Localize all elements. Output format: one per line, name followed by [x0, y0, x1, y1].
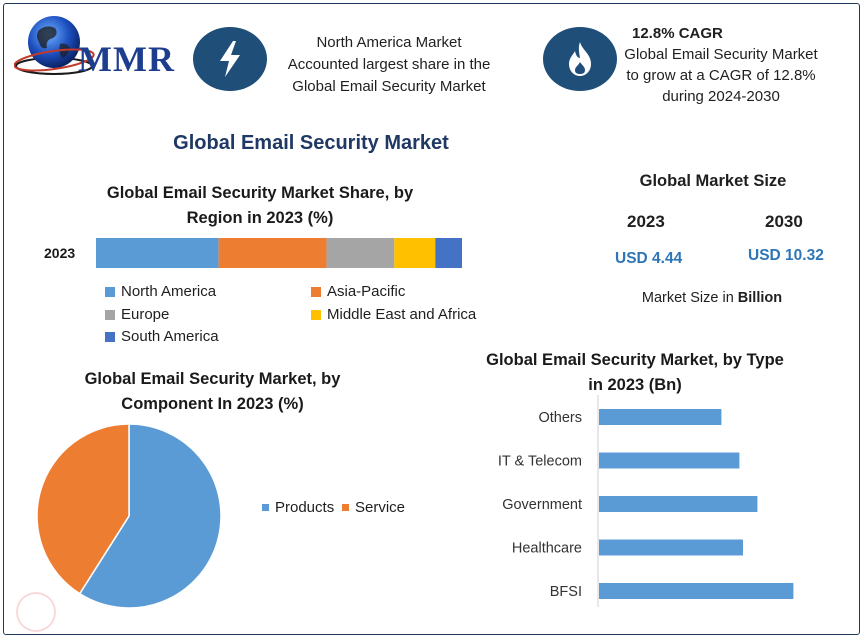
page-title: Global Email Security Market	[173, 132, 449, 154]
title-line: Region in 2023 (%)	[186, 209, 334, 227]
legend-item: Middle East and Africa	[311, 306, 476, 323]
type-chart-title: Global Email Security Market, by Type in…	[470, 348, 800, 398]
mmr-logo: MMR	[13, 10, 175, 80]
bar-segment	[326, 238, 395, 268]
legend-swatch	[105, 286, 115, 297]
legend-item: South America	[105, 328, 219, 345]
bar-segment	[394, 238, 436, 268]
pie-slice	[78, 423, 222, 609]
highlight-line: during 2024-2030	[662, 88, 780, 105]
bar	[599, 452, 740, 469]
bar-segment	[218, 238, 327, 268]
title-line: in 2023 (Bn)	[588, 376, 682, 394]
title-line: Global Email Security Market, by Type	[486, 351, 784, 369]
legend-swatch	[311, 309, 321, 320]
market-size-title: Global Market Size	[639, 172, 787, 190]
legend-label: Europe	[121, 306, 170, 323]
category-label: IT & Telecom	[498, 454, 582, 470]
cagr-highlight: Global Email Security Market to grow at …	[615, 44, 827, 107]
market-size-note-prefix: Market Size in	[641, 290, 738, 306]
watermark-logo	[16, 592, 56, 632]
category-label: BFSI	[550, 584, 582, 600]
market-size-unit: Billion	[737, 290, 783, 306]
logo-text: MMR	[78, 39, 175, 79]
infographic-frame	[3, 3, 860, 635]
legend-swatch	[262, 504, 269, 511]
legend-item: Products	[262, 499, 334, 516]
bar	[599, 583, 794, 599]
market-size-year-2030: 2030	[765, 212, 803, 231]
component-chart-title: Global Email Security Market, by Compone…	[40, 367, 385, 417]
legend-item: Service	[342, 499, 405, 516]
legend-item: North America	[105, 283, 216, 300]
legend-label: Middle East and Africa	[327, 306, 477, 323]
globe-icon	[13, 16, 95, 75]
title-line: Global Email Security Market Share, by	[106, 184, 414, 202]
legend-label: Products	[275, 499, 335, 516]
highlight-line: Global Email Security Market	[624, 46, 818, 63]
title-line: Component In 2023 (%)	[121, 395, 304, 413]
category-label: Healthcare	[512, 541, 582, 557]
region-share-chart: 2023	[44, 238, 462, 268]
market-size-value-2030: USD 10.32	[748, 247, 824, 264]
flame-icon	[543, 27, 617, 91]
market-size-value-2023: USD 4.44	[615, 250, 683, 267]
lightning-bolt-icon	[193, 27, 267, 91]
north-america-highlight: North America Market Accounted largest s…	[270, 32, 508, 98]
legend-label: South America	[121, 328, 219, 345]
legend-label: North America	[121, 283, 217, 300]
pie-slice	[36, 423, 130, 595]
bar-segment	[96, 238, 219, 268]
bar	[599, 539, 743, 556]
highlight-line: Global Email Security Market	[292, 78, 486, 95]
highlight-line: Accounted largest share in the	[287, 56, 491, 73]
type-bar-chart: Others IT & Telecom Government Healthcare BF…	[498, 395, 794, 607]
bar	[599, 496, 758, 512]
legend-swatch	[105, 309, 115, 320]
legend-label: Asia-Pacific	[327, 283, 406, 300]
legend-item: Asia-Pacific	[311, 283, 405, 300]
market-size-note: Market Size in Billion	[612, 290, 812, 306]
category-label: Government	[502, 497, 582, 513]
legend-swatch	[311, 286, 321, 297]
cagr-title: 12.8% CAGR	[632, 25, 723, 42]
bar	[599, 409, 722, 425]
legend-item: Europe	[105, 306, 169, 323]
highlight-line: North America Market	[316, 34, 462, 51]
category-label: 2023	[44, 245, 75, 261]
component-pie-chart	[36, 423, 222, 609]
legend-swatch	[105, 331, 115, 342]
market-size-year-2023: 2023	[627, 212, 665, 231]
region-chart-title: Global Email Security Market Share, by R…	[60, 181, 460, 231]
bar-segment	[435, 238, 462, 268]
category-label: Others	[538, 410, 582, 426]
title-line: Global Email Security Market, by	[84, 370, 341, 388]
highlight-line: to grow at a CAGR of 12.8%	[626, 67, 816, 84]
legend-label: Service	[355, 499, 406, 516]
legend-swatch	[342, 504, 349, 511]
